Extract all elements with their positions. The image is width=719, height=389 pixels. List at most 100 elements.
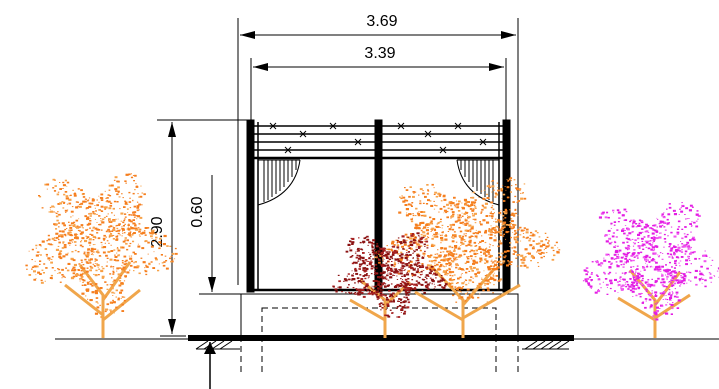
leaf-speck (418, 264, 421, 267)
leaf-speck (406, 265, 408, 267)
leaf-speck (95, 274, 98, 276)
leaf-speck (407, 294, 410, 296)
leaf-speck (491, 271, 493, 273)
leaf-speck (473, 204, 476, 206)
leaf-speck (379, 272, 383, 275)
leaf-speck (123, 232, 126, 234)
leaf-speck (424, 285, 429, 288)
leaf-speck (107, 213, 109, 215)
leaf-speck (81, 261, 83, 263)
leaf-speck (502, 222, 505, 224)
leaf-speck (505, 189, 507, 191)
leaf-speck (610, 228, 612, 229)
leaf-speck (425, 274, 429, 277)
leaf-speck (386, 303, 390, 306)
leaf-speck (69, 245, 71, 246)
leaf-speck (122, 232, 124, 234)
leaf-speck (434, 273, 438, 276)
leaf-speck (74, 192, 76, 194)
leaf-speck (622, 266, 625, 268)
leaf-speck (49, 243, 52, 246)
leaf-speck (403, 275, 406, 277)
leaf-speck (711, 259, 714, 261)
leaf-speck (386, 253, 390, 256)
leaf-speck (652, 240, 654, 242)
leaf-speck (449, 274, 452, 277)
leaf-speck (375, 285, 377, 287)
leaf-speck (438, 254, 442, 257)
leaf-speck (112, 271, 115, 274)
leaf-speck (337, 274, 340, 276)
leaf-speck (485, 258, 487, 260)
leaf-speck (408, 247, 411, 249)
leaf-speck (124, 276, 127, 278)
leaf-speck (460, 291, 462, 293)
leaf-speck (458, 200, 461, 203)
leaf-speck (479, 293, 481, 295)
leaf-speck (441, 234, 443, 236)
leaf-speck (626, 259, 629, 261)
leaf-speck (362, 267, 366, 270)
leaf-speck (412, 267, 415, 269)
leaf-speck (456, 206, 460, 209)
leaf-speck (104, 242, 106, 244)
leaf-speck (637, 286, 641, 289)
leaf-speck (140, 185, 142, 187)
leaf-speck (493, 268, 497, 271)
leaf-speck (453, 204, 456, 206)
leaf-speck (671, 271, 673, 273)
leaf-speck (401, 265, 405, 267)
leaf-speck (673, 267, 676, 269)
leaf-speck (136, 206, 140, 209)
leaf-speck (354, 261, 358, 264)
leaf-speck (422, 190, 424, 192)
leaf-speck (611, 262, 613, 264)
leaf-speck (172, 259, 174, 261)
leaf-speck (442, 265, 444, 267)
leaf-speck (508, 224, 511, 226)
leaf-speck (656, 234, 658, 236)
leaf-speck (89, 218, 91, 219)
leaf-speck (665, 264, 667, 266)
leaf-speck (94, 227, 98, 230)
leaf-speck (101, 220, 103, 222)
leaf-speck (501, 198, 503, 199)
leaf-speck (526, 236, 529, 239)
leaf-speck (377, 287, 380, 290)
leaf-speck (486, 249, 490, 252)
leaf-speck (416, 262, 419, 265)
leaf-speck (664, 241, 667, 243)
leaf-speck (459, 276, 462, 279)
leaf-speck (587, 282, 590, 285)
leaf-speck (130, 226, 132, 228)
leaf-speck (451, 246, 454, 249)
leaf-speck (134, 261, 137, 263)
leaf-speck (470, 268, 473, 270)
leaf-speck (665, 312, 669, 315)
leaf-speck (519, 265, 523, 267)
leaf-speck (114, 254, 116, 256)
leaf-speck (648, 298, 652, 301)
leaf-speck (635, 284, 638, 286)
leaf-speck (424, 281, 428, 284)
leaf-speck (401, 306, 405, 309)
leaf-speck (546, 236, 549, 238)
leaf-speck (614, 245, 617, 247)
leaf-speck (504, 255, 507, 257)
leaf-speck (422, 236, 425, 239)
leaf-speck (430, 254, 433, 257)
leaf-speck (416, 270, 420, 272)
leaf-speck (649, 285, 652, 288)
leaf-speck (405, 199, 409, 202)
leaf-speck (391, 288, 393, 290)
leaf-speck (398, 285, 402, 288)
leaf-speck (368, 257, 371, 260)
leaf-speck (616, 256, 619, 258)
leaf-speck (433, 269, 436, 271)
leaf-speck (62, 188, 64, 189)
leaf-speck (450, 279, 454, 282)
leaf-speck (393, 299, 395, 301)
leaf-speck (350, 241, 352, 243)
leaf-speck (40, 281, 44, 284)
